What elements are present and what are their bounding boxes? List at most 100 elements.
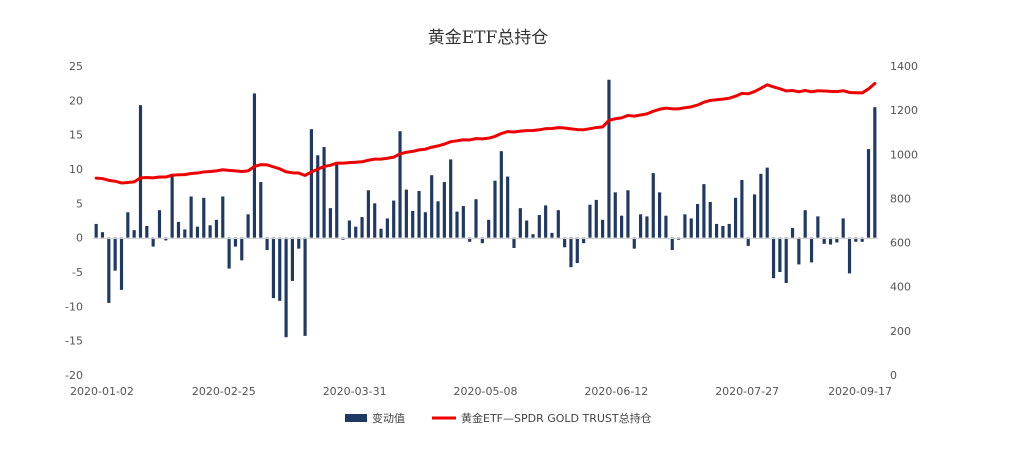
y-left-tick-label: 0 bbox=[76, 232, 83, 245]
x-tick-label: 2020-01-02 bbox=[70, 385, 134, 398]
y-left-tick-label: 10 bbox=[69, 163, 83, 176]
bar bbox=[271, 237, 276, 299]
bar bbox=[240, 237, 244, 261]
bar bbox=[461, 206, 465, 238]
x-tick-label: 2020-02-25 bbox=[192, 385, 256, 398]
bar bbox=[702, 184, 706, 238]
bar bbox=[607, 79, 611, 238]
x-tick-label: 2020-06-12 bbox=[584, 385, 648, 398]
bar bbox=[506, 176, 510, 238]
bar bbox=[835, 237, 839, 243]
bar bbox=[107, 237, 111, 303]
bar bbox=[392, 200, 396, 238]
bar bbox=[847, 237, 852, 274]
bar bbox=[765, 167, 769, 238]
bar bbox=[582, 237, 586, 244]
bar bbox=[430, 175, 434, 238]
y-left-tick-label: -5 bbox=[72, 266, 83, 279]
bar bbox=[759, 173, 763, 238]
bar bbox=[423, 212, 427, 238]
bar bbox=[816, 216, 820, 238]
bar bbox=[746, 237, 750, 246]
bar bbox=[873, 107, 877, 238]
bar bbox=[328, 208, 332, 238]
bar bbox=[442, 182, 446, 238]
bar bbox=[790, 228, 795, 238]
bar bbox=[740, 179, 744, 238]
bar bbox=[797, 237, 801, 265]
bar bbox=[411, 210, 415, 238]
bar bbox=[379, 228, 383, 238]
bar bbox=[227, 237, 231, 269]
bar bbox=[499, 151, 503, 238]
y-right-tick-label: 1400 bbox=[890, 60, 918, 73]
bar bbox=[493, 180, 497, 238]
x-tick-label: 2020-07-27 bbox=[715, 385, 779, 398]
bar bbox=[455, 211, 459, 238]
bar bbox=[645, 216, 649, 238]
bar bbox=[575, 237, 579, 264]
bar bbox=[468, 237, 472, 242]
bar bbox=[860, 237, 864, 242]
bar bbox=[119, 237, 124, 290]
bar bbox=[480, 237, 484, 244]
bar bbox=[398, 131, 402, 238]
bar bbox=[449, 159, 453, 238]
y-left-tick-label: -20 bbox=[65, 369, 83, 382]
bar bbox=[784, 237, 788, 283]
bar bbox=[436, 201, 440, 238]
bar bbox=[518, 208, 522, 238]
bar bbox=[208, 225, 212, 238]
bar bbox=[651, 173, 655, 238]
bar bbox=[417, 190, 421, 238]
bar bbox=[290, 237, 294, 281]
y-right-tick-label: 600 bbox=[890, 237, 911, 250]
bar bbox=[708, 201, 712, 238]
bar bbox=[94, 223, 98, 238]
y-right-tick-label: 0 bbox=[890, 369, 897, 382]
bar bbox=[354, 226, 358, 238]
bar bbox=[512, 237, 516, 248]
y-left-tick-label: 20 bbox=[69, 94, 83, 107]
x-tick-label: 2020-03-31 bbox=[323, 385, 387, 398]
y-right-tick-label: 800 bbox=[890, 192, 911, 205]
legend-line-label: 黄金ETF—SPDR GOLD TRUST总持仓 bbox=[461, 411, 652, 425]
bar bbox=[569, 237, 573, 268]
y-left-tick-label: 15 bbox=[69, 129, 83, 142]
bar bbox=[170, 173, 174, 238]
legend: 变动值 黄金ETF—SPDR GOLD TRUST总持仓 bbox=[345, 411, 652, 425]
bar bbox=[550, 232, 554, 238]
bar bbox=[778, 237, 782, 272]
bar bbox=[620, 215, 624, 238]
bar bbox=[214, 219, 219, 238]
bar bbox=[866, 149, 871, 238]
bar bbox=[113, 237, 117, 271]
bar bbox=[157, 210, 162, 238]
bar bbox=[233, 237, 238, 247]
bar bbox=[221, 196, 225, 238]
y-right-tick-label: 400 bbox=[890, 281, 911, 294]
x-tick-label: 2020-05-08 bbox=[454, 385, 518, 398]
bar bbox=[138, 105, 143, 238]
bar bbox=[335, 162, 339, 238]
bar bbox=[265, 237, 269, 251]
bar bbox=[544, 205, 548, 238]
bar bbox=[322, 147, 326, 238]
chart-title: 黄金ETF总持仓 bbox=[428, 28, 549, 48]
bar bbox=[841, 218, 845, 238]
y-left-tick-label: -15 bbox=[65, 335, 83, 348]
holdings-line bbox=[94, 81, 877, 185]
bar bbox=[259, 182, 263, 238]
bar bbox=[385, 218, 389, 238]
bar bbox=[695, 204, 700, 238]
bar bbox=[145, 225, 149, 238]
bar bbox=[556, 210, 560, 238]
bar bbox=[373, 203, 377, 238]
bar-series bbox=[94, 79, 877, 338]
bar bbox=[360, 217, 364, 238]
bar bbox=[733, 197, 738, 238]
bar bbox=[588, 204, 592, 238]
bar bbox=[803, 210, 807, 238]
bar bbox=[303, 237, 307, 336]
